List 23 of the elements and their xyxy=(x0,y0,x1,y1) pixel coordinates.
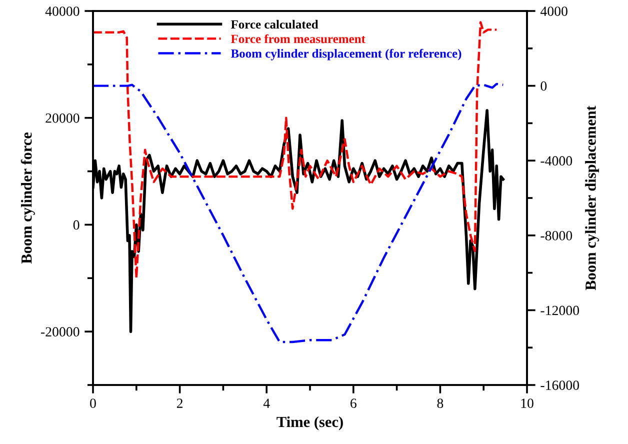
x-tick-label: 0 xyxy=(90,398,96,408)
y-tick-label: 0 xyxy=(73,220,80,230)
y2-tick-label: -16000 xyxy=(540,380,580,390)
y2-tick-label: -8000 xyxy=(540,230,572,240)
legend-label: Force from measurement xyxy=(230,34,366,44)
y2-tick-label: 4000 xyxy=(540,6,568,16)
x-tick-label: 6 xyxy=(350,398,356,408)
y-tick-label: 20000 xyxy=(46,113,80,123)
x-tick-label: 2 xyxy=(176,398,183,408)
x-tick-label: 4 xyxy=(263,398,270,408)
x-tick-label: 10 xyxy=(521,398,534,408)
line-series xyxy=(93,21,498,280)
y2-axis-title: Boom cylinder displacement xyxy=(585,106,599,290)
x-axis-title: Time (sec) xyxy=(276,416,343,430)
y-axis-title: Boom cylinder force xyxy=(20,132,35,264)
legend-label: Force calculated xyxy=(230,20,318,29)
y2-tick-label: -4000 xyxy=(540,156,572,166)
y2-tick-label: -12000 xyxy=(540,306,580,316)
y-tick-label: 40000 xyxy=(45,6,80,16)
x-tick-label: 8 xyxy=(437,398,444,408)
y-tick-label: -20000 xyxy=(40,327,80,337)
y2-tick-label: 0 xyxy=(540,81,547,91)
legend-label: Boom cylinder displacement (for reference) xyxy=(230,48,462,60)
